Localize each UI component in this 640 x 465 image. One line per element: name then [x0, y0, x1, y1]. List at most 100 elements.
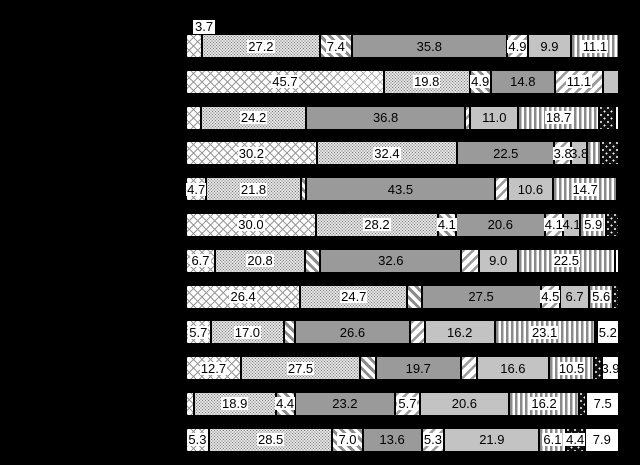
bar-segment-dark-diagonal: 7.4: [319, 34, 352, 58]
bar-segment-dots: 24.7: [300, 284, 408, 309]
segment-label: 20.8: [246, 253, 274, 269]
bar-segment-vertical-stripes: 18.7: [518, 105, 600, 130]
bar-segment-dark-diagonal: 4.4: [275, 391, 296, 416]
segment-label: 4.4: [275, 396, 296, 412]
bar-segment-crosshatch: [186, 391, 194, 416]
bar-row-9: 5.7 17.0 26.6 16.2 23.1 5.2: [186, 320, 620, 345]
segment-label: 27.2: [247, 38, 275, 54]
segment-label: 11.1: [581, 38, 609, 54]
bar-segment-dark-diagonal: [360, 356, 376, 381]
segment-label: 4.9: [470, 74, 491, 90]
bar-row-4: 30.2 32.4 22.5 3.8 3.8: [186, 141, 619, 166]
segment-label: 9.0: [489, 253, 508, 269]
segment-label: 24.2: [239, 110, 268, 126]
bar-segment-gray: 13.6: [362, 427, 422, 452]
bar-segment-vertical-stripes: 11.1: [570, 34, 619, 58]
segment-label: 6.1: [542, 432, 563, 448]
bar-segment-white: 7.9: [584, 427, 619, 452]
segment-label: 45.7: [271, 74, 299, 90]
bar-row-8: 26.4 24.7 27.5 4.5 6.7 5.6: [186, 284, 619, 309]
bar-segment-light-gray: 6.7: [560, 284, 590, 309]
segment-label: 32.6: [378, 253, 404, 269]
segment-label: 5.2: [598, 324, 617, 340]
bar-segment-light-gray: 20.6: [419, 391, 509, 416]
segment-label: 26.4: [229, 289, 257, 305]
segment-label: 7.5: [593, 396, 612, 412]
bar-segment-dark-diagonal: 4.1: [436, 212, 457, 237]
segment-label: 23.2: [332, 396, 358, 412]
bar-segment-gray: 35.8: [351, 34, 507, 58]
segment-label: 43.5: [387, 181, 414, 197]
bar-segment-dots: 32.4: [316, 141, 458, 166]
bar-segment-dark-diagonal: [305, 248, 321, 273]
segment-label: 5.6: [591, 289, 612, 305]
bar-segment-dots: 28.5: [208, 427, 333, 452]
bar-segment-light-gray: 21.9: [444, 427, 540, 452]
bar-segment-gray: 20.6: [455, 212, 545, 237]
bar-segment-vertical-stripes: 5.9: [580, 212, 606, 237]
bar-segment-crosshatch: [186, 105, 202, 130]
segment-label: 3.9: [601, 360, 620, 376]
bar-segment-black-dots: [613, 284, 619, 309]
bar-segment-black-dots: [601, 141, 619, 166]
bar-segment-light-gray: 4.1: [563, 212, 581, 237]
bar-segment-light-diagonal: 11.1: [554, 69, 603, 94]
segment-label: 11.0: [482, 110, 507, 126]
segment-label: 4.7: [186, 181, 207, 197]
segment-label: 3.8: [570, 145, 589, 161]
segment-label: 14.8: [510, 74, 536, 90]
segment-label: 14.7: [571, 181, 599, 197]
segment-label: 17.0: [233, 324, 262, 340]
bar-segment-white: 7.5: [586, 391, 619, 416]
bar-segment-crosshatch: 5.3: [186, 427, 209, 452]
segment-label: 10.5: [557, 360, 586, 376]
segment-label: 16.6: [500, 360, 526, 376]
bar-segment-light-gray: 10.6: [507, 177, 554, 202]
segment-label: 5.7: [397, 396, 418, 412]
bar-segment-dots: 27.2: [202, 34, 320, 58]
segment-label: 4.1: [543, 217, 564, 233]
bar-segment-crosshatch: 30.2: [186, 141, 317, 166]
segment-label: 7.0: [337, 432, 358, 448]
bar-segment-light-gray: 9.0: [478, 248, 518, 273]
segment-label: 5.3: [422, 432, 443, 448]
segment-label: 20.6: [487, 217, 513, 233]
bar-segment-dots: 21.8: [206, 177, 301, 202]
bar-segment-dots: 27.5: [240, 356, 361, 381]
segment-label: 18.7: [544, 110, 573, 126]
bar-segment-vertical-stripes: 14.7: [553, 177, 617, 202]
bar-segment-vertical-stripes: [587, 141, 602, 166]
segment-label: 28.2: [363, 217, 391, 233]
bar-segment-light-diagonal: [409, 320, 425, 345]
bar-segment-light-diagonal: 4.1: [543, 212, 564, 237]
segment-label: 28.5: [256, 432, 285, 448]
segment-label: 16.2: [530, 396, 558, 412]
bar-segment-crosshatch: 30.0: [186, 212, 316, 237]
bar-row-5: 4.7 21.8 43.5 10.6 14.7: [186, 177, 619, 202]
bar-segment-black-dots: [605, 212, 619, 237]
bar-segment-white: [617, 177, 619, 202]
stacked-bar-chart: 3.7 27.2 7.4 35.8 4.9 9.9 11.1 45.7 19.8 4.9 14.8 1…: [186, 20, 620, 452]
segment-label: 7.9: [592, 432, 611, 448]
segment-label: 4.5: [540, 289, 561, 305]
bar-segment-black-dots: 4.4: [565, 427, 586, 452]
bar-segment-black-dots: [599, 105, 615, 130]
bar-segment-vertical-stripes: 22.5: [517, 248, 616, 273]
segment-label: 26.6: [339, 324, 366, 340]
bar-segment-light-diagonal: 4.9: [506, 34, 529, 58]
bar-segment-light-diagonal: 5.3: [421, 427, 445, 452]
bar-segment-gray: 32.6: [320, 248, 462, 273]
bar-segment-crosshatch: 6.7: [186, 248, 215, 273]
bar-segment-light-diagonal: 3.8: [552, 141, 573, 166]
bar-segment-white: [614, 105, 619, 130]
bar-row-6: 30.0 28.2 4.1 20.6 4.1 4.1 5.9: [186, 212, 619, 237]
bar-segment-black-dots: [579, 391, 587, 416]
bar-segment-light-diagonal: 5.7: [395, 391, 420, 416]
bar-row-11: 18.9 4.4 23.2 5.7 20.6 16.2 7.5: [186, 391, 619, 416]
bar-segment-vertical-stripes: 16.2: [508, 391, 580, 416]
segment-label: 35.8: [416, 38, 442, 54]
segment-label: 11.1: [565, 74, 593, 90]
bar-segment-vertical-stripes: 6.1: [539, 427, 566, 452]
segment-label: 13.6: [379, 432, 405, 448]
